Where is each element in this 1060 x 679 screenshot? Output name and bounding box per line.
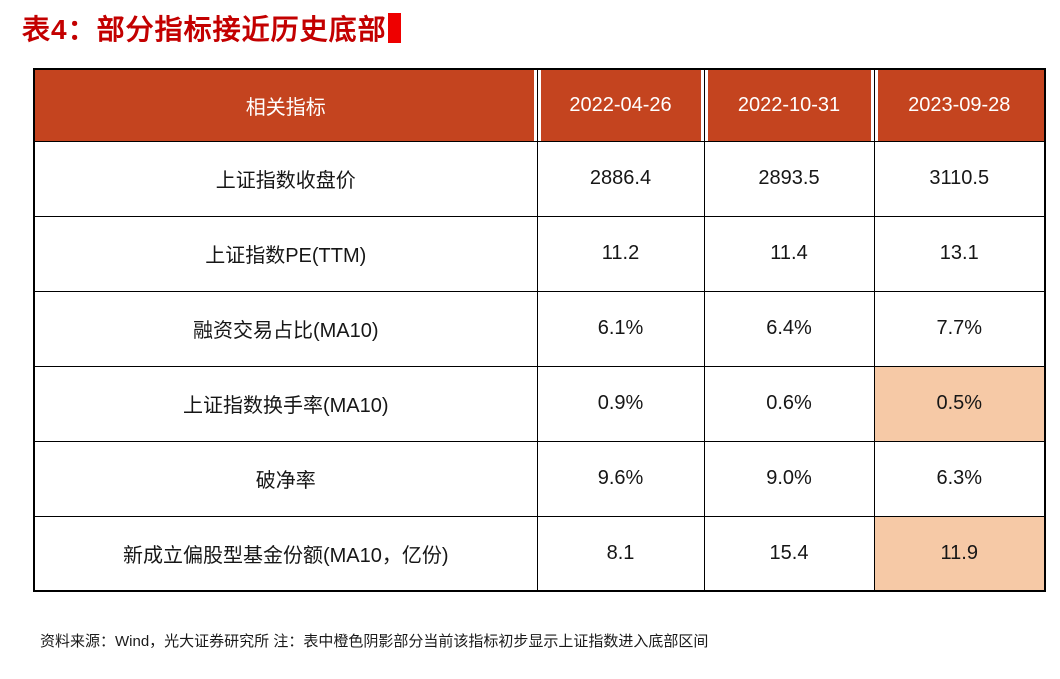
row-label: 上证指数换手率(MA10) <box>33 365 538 442</box>
row-label: 破净率 <box>33 440 538 517</box>
row-label: 新成立偏股型基金份额(MA10，亿份) <box>33 515 538 592</box>
cell-value: 0.6% <box>703 365 875 442</box>
cell-value: 8.1 <box>536 515 705 592</box>
cell-value: 2886.4 <box>536 140 705 217</box>
column-header-indicator: 相关指标 <box>33 68 538 142</box>
column-header-date-2: 2022-10-31 <box>703 68 875 142</box>
red-cursor-block <box>387 13 401 43</box>
table-row: 上证指数PE(TTM) 11.2 11.4 13.1 <box>33 215 1046 292</box>
cell-value: 9.0% <box>703 440 875 517</box>
table-title-text: 表4：部分指标接近历史底部 <box>22 14 387 45</box>
row-label: 上证指数收盘价 <box>33 140 538 217</box>
table-row: 新成立偏股型基金份额(MA10，亿份) 8.1 15.4 11.9 <box>33 515 1046 592</box>
table-row: 上证指数换手率(MA10) 0.9% 0.6% 0.5% <box>33 365 1046 442</box>
table-row: 融资交易占比(MA10) 6.1% 6.4% 7.7% <box>33 290 1046 367</box>
column-header-date-3: 2023-09-28 <box>873 68 1046 142</box>
indicators-table: 相关指标 2022-04-26 2022-10-31 2023-09-28 上证… <box>33 68 1046 592</box>
cell-value: 15.4 <box>703 515 875 592</box>
cell-value: 11.4 <box>703 215 875 292</box>
cell-value: 3110.5 <box>873 140 1046 217</box>
table-title: 表4：部分指标接近历史底部 <box>22 8 401 48</box>
source-note: 资料来源：Wind，光大证券研究所 注：表中橙色阴影部分当前该指标初步显示上证指… <box>40 633 709 650</box>
header-row: 相关指标 2022-04-26 2022-10-31 2023-09-28 <box>33 68 1046 142</box>
cell-value: 6.1% <box>536 290 705 367</box>
cell-value: 7.7% <box>873 290 1046 367</box>
row-label: 融资交易占比(MA10) <box>33 290 538 367</box>
cell-value: 2893.5 <box>703 140 875 217</box>
cell-value: 6.3% <box>873 440 1046 517</box>
table-row: 上证指数收盘价 2886.4 2893.5 3110.5 <box>33 140 1046 217</box>
table-row: 破净率 9.6% 9.0% 6.3% <box>33 440 1046 517</box>
cell-value: 9.6% <box>536 440 705 517</box>
cell-value: 13.1 <box>873 215 1046 292</box>
row-label: 上证指数PE(TTM) <box>33 215 538 292</box>
column-header-date-1: 2022-04-26 <box>536 68 705 142</box>
cell-value: 0.9% <box>536 365 705 442</box>
cell-value-highlighted: 0.5% <box>873 365 1046 442</box>
cell-value-highlighted: 11.9 <box>873 515 1046 592</box>
cell-value: 11.2 <box>536 215 705 292</box>
cell-value: 6.4% <box>703 290 875 367</box>
